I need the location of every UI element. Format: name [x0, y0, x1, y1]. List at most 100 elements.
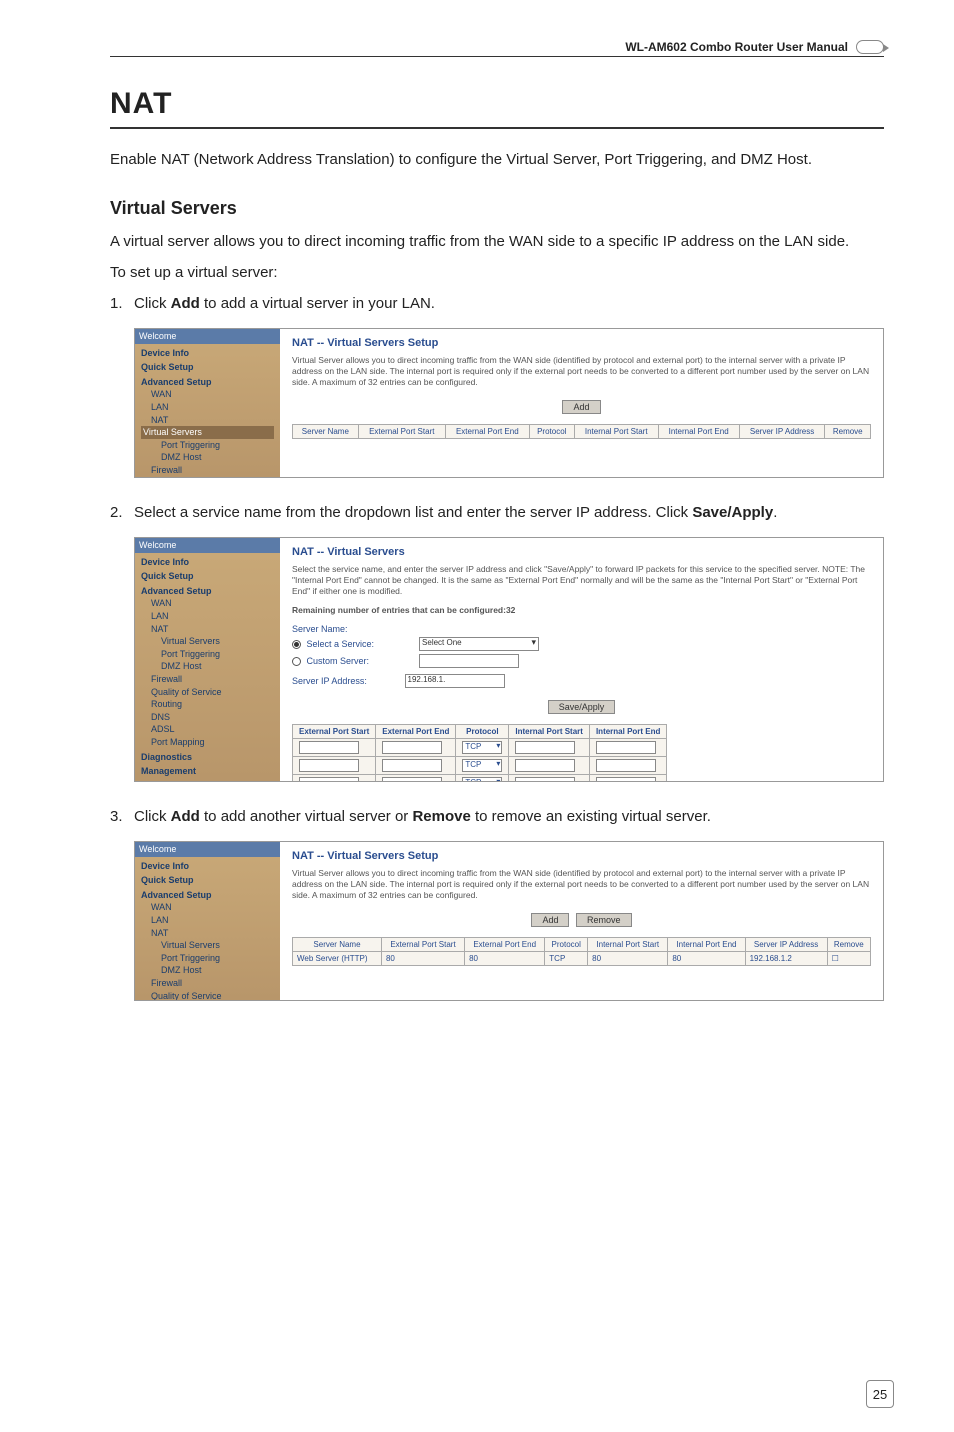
step1-pre: Click	[134, 295, 171, 312]
sidebar-item[interactable]: Firewall	[141, 673, 274, 686]
port-input[interactable]	[299, 777, 359, 782]
sidebar-item[interactable]: WAN	[141, 597, 274, 610]
sidebar-item[interactable]: Advanced Setup	[141, 376, 274, 389]
ss3-th: External Port Start	[381, 938, 464, 952]
step3-num: 3.	[110, 806, 123, 827]
ss2-sidebar: Welcome Device Info Quick Setup Advanced…	[135, 538, 280, 781]
port-input[interactable]	[596, 759, 656, 772]
radio-custom-server[interactable]	[292, 657, 301, 666]
ss1-th: External Port End	[445, 425, 529, 439]
sidebar-item[interactable]: ADSL	[141, 723, 274, 736]
pt-h: External Port Start	[293, 725, 376, 739]
ss2-ip-label: Server IP Address:	[292, 676, 402, 686]
ss1-th: External Port Start	[358, 425, 445, 439]
step-1: 1. Click Add to add a virtual server in …	[110, 293, 884, 314]
step3-bold1: Add	[171, 808, 200, 825]
sidebar-item[interactable]: Virtual Servers	[141, 939, 274, 952]
sidebar-item[interactable]: DMZ Host	[141, 660, 274, 673]
sidebar-item[interactable]: NAT	[141, 414, 274, 427]
vs-heading: Virtual Servers	[110, 198, 884, 219]
port-input[interactable]	[382, 777, 442, 782]
port-input[interactable]	[299, 741, 359, 754]
remove-checkbox-cell[interactable]: ☐	[827, 952, 870, 966]
screenshot-2: Welcome Device Info Quick Setup Advanced…	[134, 537, 884, 782]
port-input[interactable]	[382, 741, 442, 754]
proto-select[interactable]: TCP	[462, 777, 502, 782]
sidebar-item[interactable]: Port Triggering	[141, 952, 274, 965]
sidebar-item[interactable]: LAN	[141, 610, 274, 623]
server-ip-input[interactable]: 192.168.1.	[405, 674, 505, 688]
ss3-th: Server IP Address	[745, 938, 827, 952]
proto-select[interactable]: TCP	[462, 741, 502, 754]
sidebar-item[interactable]: Firewall	[141, 464, 274, 477]
pt-h: Internal Port End	[589, 725, 666, 739]
page-number: 25	[866, 1380, 894, 1408]
radio-select-service[interactable]	[292, 640, 301, 649]
service-select[interactable]: Select One	[419, 637, 539, 651]
sidebar-item[interactable]: Advanced Setup	[141, 585, 274, 598]
save-apply-button[interactable]: Save/Apply	[548, 700, 616, 714]
sidebar-item[interactable]: WAN	[141, 388, 274, 401]
custom-server-input[interactable]	[419, 654, 519, 668]
port-input[interactable]	[382, 759, 442, 772]
step2-post: .	[773, 504, 777, 521]
sidebar-item[interactable]: DNS	[141, 711, 274, 724]
sidebar-item[interactable]: Quality of Service	[141, 686, 274, 699]
sidebar-item[interactable]: DMZ Host	[141, 451, 274, 464]
proto-select[interactable]: TCP	[462, 759, 502, 772]
sidebar-item[interactable]: Routing	[141, 698, 274, 711]
sidebar-item[interactable]: DMZ Host	[141, 964, 274, 977]
ss1-th: Internal Port End	[658, 425, 739, 439]
port-input[interactable]	[299, 759, 359, 772]
cell: Web Server (HTTP)	[293, 952, 382, 966]
sidebar-item[interactable]: Diagnostics	[141, 751, 274, 764]
ss3-add-button[interactable]: Add	[531, 913, 569, 927]
sidebar-item[interactable]: Port Triggering	[141, 439, 274, 452]
port-input[interactable]	[515, 759, 575, 772]
ss2-main: NAT -- Virtual Servers Select the servic…	[280, 538, 883, 781]
sidebar-item[interactable]: Virtual Servers	[141, 635, 274, 648]
vs-p1: A virtual server allows you to direct in…	[110, 231, 884, 252]
vs-p2: To set up a virtual server:	[110, 262, 884, 283]
sidebar-item[interactable]: Device Info	[141, 347, 274, 360]
port-input[interactable]	[596, 741, 656, 754]
sidebar-item[interactable]: Quick Setup	[141, 874, 274, 887]
sidebar-item[interactable]: Quality of Service	[141, 477, 274, 478]
router-icon	[856, 40, 884, 54]
port-input[interactable]	[515, 741, 575, 754]
sidebar-item-active[interactable]: Virtual Servers	[141, 426, 274, 439]
sidebar-item[interactable]: Firewall	[141, 977, 274, 990]
section-intro: Enable NAT (Network Address Translation)…	[110, 149, 884, 170]
ss3-remove-button[interactable]: Remove	[576, 913, 632, 927]
sidebar-item[interactable]: Quality of Service	[141, 990, 274, 1001]
header-product: WL-AM602 Combo Router User Manual	[625, 40, 848, 54]
sidebar-item[interactable]: LAN	[141, 401, 274, 414]
ss2-welcome: Welcome	[135, 538, 280, 553]
ss3-th: Remove	[827, 938, 870, 952]
sidebar-item[interactable]: Device Info	[141, 556, 274, 569]
port-input[interactable]	[596, 777, 656, 782]
port-input[interactable]	[515, 777, 575, 782]
ss1-add-button[interactable]: Add	[562, 400, 600, 414]
sidebar-item[interactable]: WAN	[141, 901, 274, 914]
sidebar-item[interactable]: LAN	[141, 914, 274, 927]
sidebar-item[interactable]: NAT	[141, 623, 274, 636]
sidebar-item[interactable]: Quick Setup	[141, 361, 274, 374]
ss2-port-table: External Port Start External Port End Pr…	[292, 724, 667, 782]
sidebar-item[interactable]: Advanced Setup	[141, 889, 274, 902]
sidebar-item[interactable]: NAT	[141, 927, 274, 940]
ss2-remaining: Remaining number of entries that can be …	[292, 605, 871, 616]
sidebar-item[interactable]: Device Info	[141, 860, 274, 873]
sidebar-item[interactable]: Quick Setup	[141, 570, 274, 583]
cell: 80	[588, 952, 668, 966]
sidebar-item[interactable]: Port Mapping	[141, 736, 274, 749]
table-row: TCP	[293, 757, 667, 775]
step2-bold: Save/Apply	[692, 504, 773, 521]
sidebar-item[interactable]: Management	[141, 765, 274, 778]
step3-pre: Click	[134, 808, 171, 825]
ss1-sidebar: Welcome Device Info Quick Setup Advanced…	[135, 329, 280, 477]
ss3-th: Internal Port Start	[588, 938, 668, 952]
ss3-table: Server Name External Port Start External…	[292, 937, 871, 966]
ss1-th: Protocol	[529, 425, 574, 439]
sidebar-item[interactable]: Port Triggering	[141, 648, 274, 661]
